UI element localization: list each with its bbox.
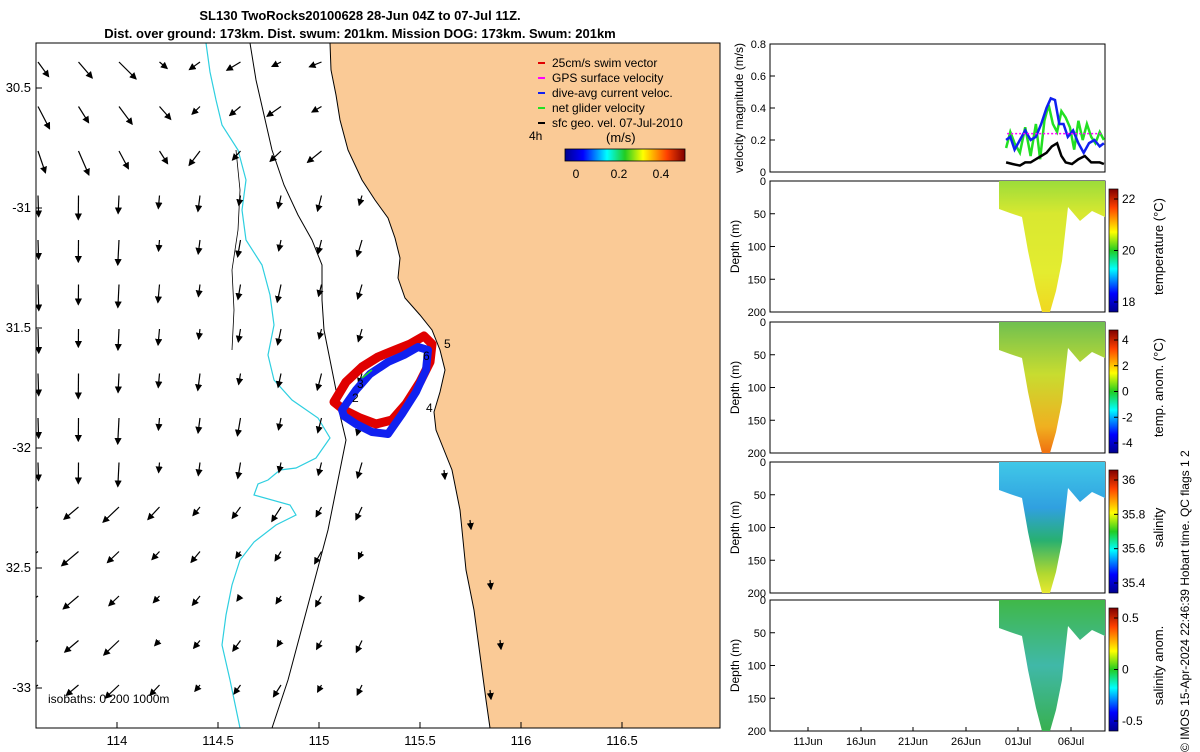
section-ytick-label: 100 (748, 242, 766, 254)
section-ytick-label: 0 (760, 176, 766, 188)
map-panel: 23 4 56 25cm/s swim vector GPS surface vel… (6, 43, 720, 748)
section-ytick-label: 150 (748, 555, 766, 567)
section-ytick-label: 0 (760, 317, 766, 329)
map-ytick-label: 30.5 (6, 80, 31, 95)
section-colorbar-tick-label: 4 (1122, 333, 1129, 347)
section-colorbar-tick-label: 0.5 (1122, 611, 1139, 625)
map-colorbar-tick: 0.4 (653, 167, 670, 181)
section-colorbar-tick-label: 35.4 (1122, 576, 1146, 590)
map-xtick-label: 114.5 (202, 733, 234, 748)
map-ytick-label: 31.5 (6, 320, 31, 335)
current-vector (38, 196, 39, 217)
map-xtick-label: 115 (309, 733, 330, 748)
current-vector (38, 374, 39, 396)
velocity-ylabel: velocity magnitude (m/s) (732, 43, 746, 173)
section-colorbar-tick-label: -2 (1122, 410, 1133, 424)
legend-entry-sfc: sfc geo. vel. 07-Jul-2010 (552, 116, 683, 130)
isobath-label: isobaths: 0 200 1000m (48, 692, 169, 706)
section-ylabel: Depth (m) (728, 639, 742, 692)
section-colorbar-tick-label: 18 (1122, 295, 1136, 309)
legend-entry-net: net glider velocity (552, 101, 645, 115)
section-colorbar-label: salinity (1151, 507, 1166, 547)
legend-time: 4h (529, 129, 542, 143)
section-panel-4: 0 50 100 150 200 Depth (m) 0.5 0 -0.5 salinity an… (728, 595, 1166, 748)
section-xtick-label: 21Jun (898, 736, 928, 748)
section-colorbar-tick-label: -0.5 (1122, 714, 1143, 728)
map-xtick-label: 114 (107, 733, 128, 748)
section-ytick-label: 150 (748, 274, 766, 286)
legend-entry-swim: 25cm/s swim vector (552, 56, 657, 70)
section-ytick-label: 0 (760, 595, 766, 607)
section-xtick-label: 26Jun (951, 736, 981, 748)
map-colorbar-tick: 0.2 (611, 167, 628, 181)
section-colorbar-tick-label: -4 (1122, 436, 1133, 450)
section-ylabel: Depth (m) (728, 361, 742, 414)
track-label: 5 (444, 337, 451, 351)
velocity-ytick-label: 0.6 (751, 71, 766, 83)
map-ytick-label: 32.5 (6, 560, 31, 575)
velocity-ytick-label: 0.4 (751, 103, 766, 115)
track-label: 6 (423, 349, 430, 363)
map-xtick-label: 116 (511, 733, 532, 748)
section-ytick-label: 150 (748, 415, 766, 427)
velocity-ytick-label: 0.2 (751, 135, 766, 147)
section-ytick-label: 200 (748, 726, 766, 738)
section-colorbar-tick-label: 35.8 (1122, 507, 1146, 521)
velocity-panel: 00.20.40.60.8 velocity magnitude (m/s) (732, 39, 1105, 179)
map-ytick-label: -33 (12, 680, 31, 695)
section-colorbar-tick-label: 0 (1122, 385, 1129, 399)
current-vector (38, 285, 39, 311)
section-ytick-label: 150 (748, 693, 766, 705)
section-ytick-label: 50 (754, 350, 766, 362)
section-xtick-label: 01Jul (1005, 736, 1031, 748)
section-colorbar-label: temperature (°C) (1151, 198, 1166, 295)
legend-entry-dive: dive-avg current veloc. (552, 86, 673, 100)
current-vector (38, 418, 39, 438)
map-ytick-label: -31 (12, 200, 31, 215)
section-xtick-label: 06Jul (1058, 736, 1084, 748)
section-ytick-label: 100 (748, 523, 766, 535)
section-ytick-label: 50 (754, 628, 766, 640)
velocity-frame (770, 44, 1105, 172)
section-colorbar-label: salinity anom. (1151, 626, 1166, 705)
section-ytick-label: 50 (754, 490, 766, 502)
map-colorbar-tick: 0 (573, 167, 580, 181)
track-label: 4 (426, 401, 433, 415)
track-label: 2 (352, 391, 359, 405)
section-colorbar-tick-label: 20 (1122, 244, 1136, 258)
section-colorbar-tick-label: 0 (1122, 663, 1129, 677)
map-xtick-label: 116.5 (606, 733, 638, 748)
current-vector (38, 240, 39, 259)
current-vector (38, 329, 39, 353)
section-ylabel: Depth (m) (728, 220, 742, 273)
map-colorbar (565, 149, 685, 161)
current-vector (18, 507, 38, 522)
section-xtick-label: 11Jun (793, 736, 822, 748)
section-ytick-label: 0 (760, 457, 766, 469)
section-colorbar-tick-label: 36 (1122, 473, 1136, 487)
map-ytick-label: -32 (12, 440, 31, 455)
section-colorbar-label: temp. anom. (°C) (1151, 338, 1166, 437)
section-colorbar-tick-label: 22 (1122, 192, 1136, 206)
velocity-ytick-label: 0.8 (751, 39, 766, 51)
credit-text: © IMOS 15-Apr-2024 22:46:39 Hobart time.… (1178, 450, 1192, 752)
section-colorbar-tick-label: 2 (1122, 359, 1129, 373)
section-ytick-label: 50 (754, 209, 766, 221)
map-xtick-label: 115.5 (404, 733, 436, 748)
section-colorbar-tick-label: 35.6 (1122, 542, 1146, 556)
section-ytick-label: 100 (748, 383, 766, 395)
legend-entry-gps: GPS surface velocity (552, 71, 663, 85)
map-colorbar-label: (m/s) (606, 130, 636, 145)
current-vector (38, 463, 39, 481)
section-colorbar (1109, 470, 1118, 593)
track-label: 3 (357, 377, 364, 391)
section-ylabel: Depth (m) (728, 501, 742, 554)
section-ytick-label: 100 (748, 661, 766, 673)
section-xtick-label: 16Jun (846, 736, 876, 748)
